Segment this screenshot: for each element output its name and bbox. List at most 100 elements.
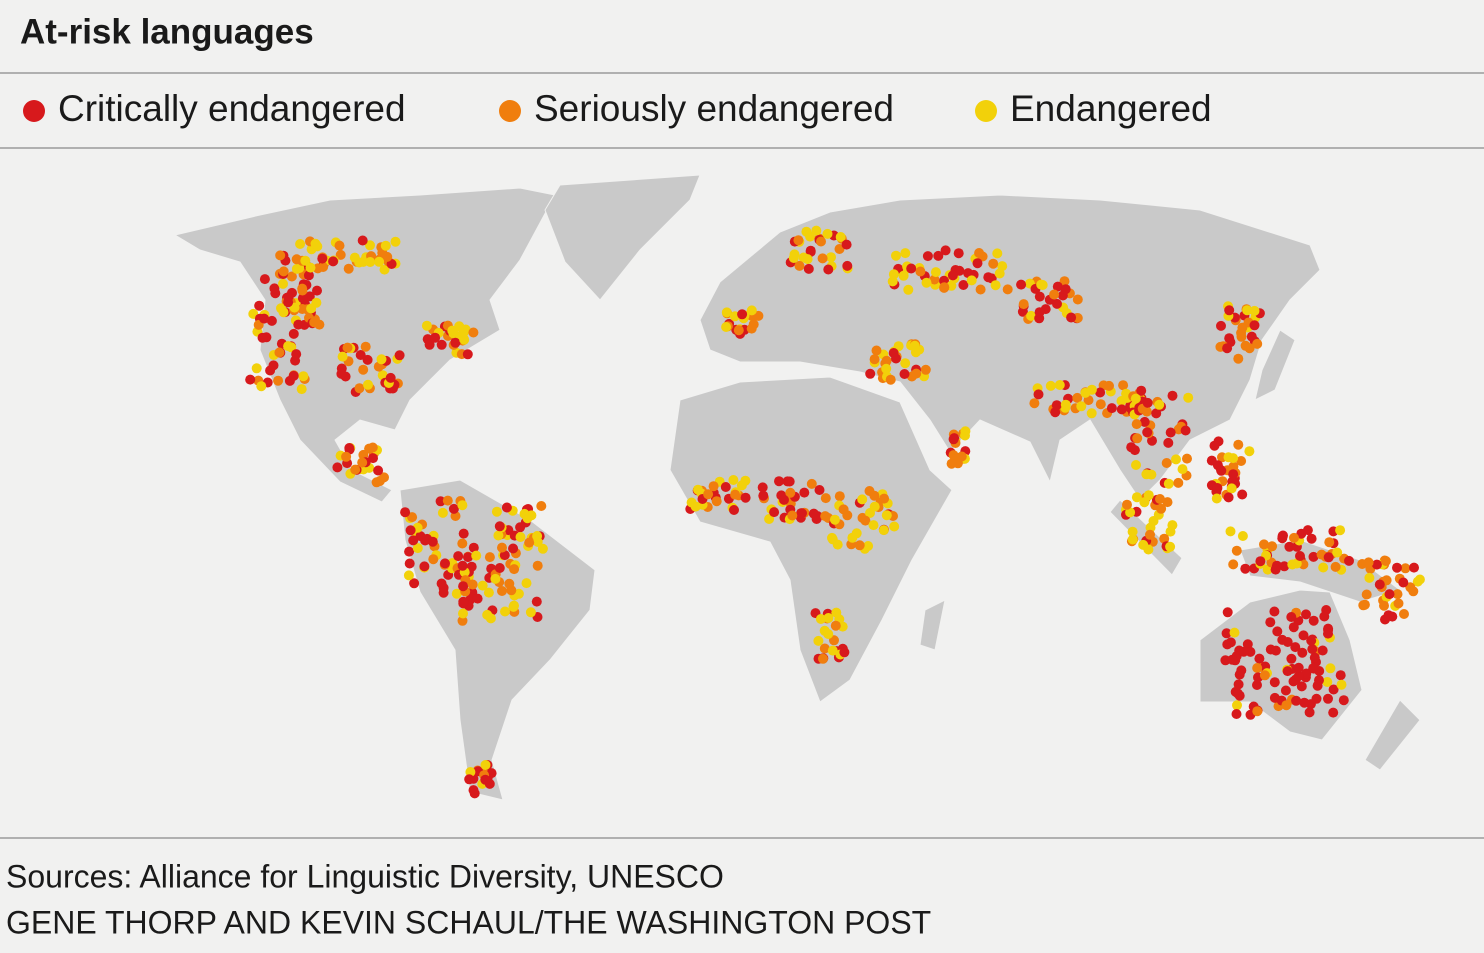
language-dot: [344, 443, 355, 453]
language-dot: [1237, 531, 1248, 541]
language-dot: [1222, 343, 1233, 354]
language-dot: [865, 368, 876, 379]
language-dot: [408, 535, 419, 546]
language-dot: [504, 578, 515, 589]
language-dot: [463, 552, 473, 563]
language-dot: [377, 370, 388, 381]
language-dot: [994, 268, 1005, 279]
language-dot: [494, 563, 505, 573]
language-dot: [708, 481, 719, 492]
language-dot: [358, 364, 369, 375]
language-dot: [1216, 320, 1226, 331]
language-dot: [1269, 606, 1280, 617]
language-dot: [854, 540, 865, 551]
language-dot: [1269, 692, 1280, 703]
language-dot: [354, 383, 365, 394]
language-dot: [1167, 520, 1178, 531]
language-dot: [983, 272, 994, 283]
language-dot: [1279, 561, 1290, 572]
language-dot: [891, 353, 901, 364]
language-dot: [269, 283, 280, 294]
language-dot: [1322, 677, 1333, 687]
language-dot: [1306, 635, 1317, 646]
language-dot: [899, 369, 910, 379]
language-dot: [276, 303, 286, 314]
language-dot: [823, 613, 834, 623]
language-dot: [915, 266, 926, 277]
language-dot: [1281, 700, 1292, 711]
language-dot: [1163, 478, 1174, 489]
language-dot: [274, 347, 285, 358]
language-dot: [1206, 455, 1217, 466]
language-dot: [1409, 562, 1419, 573]
language-dot: [448, 503, 459, 514]
language-dot: [278, 266, 289, 277]
language-dot: [1380, 614, 1390, 625]
language-dot: [948, 434, 959, 445]
language-dot: [842, 260, 853, 271]
language-dot: [921, 277, 932, 288]
language-dot: [1229, 627, 1240, 638]
language-dot: [1282, 666, 1293, 677]
language-dot: [283, 292, 294, 303]
language-dot: [827, 532, 837, 543]
language-dot: [1183, 392, 1194, 403]
language-dot: [1216, 465, 1227, 476]
language-dot: [1072, 392, 1083, 403]
language-dot: [797, 508, 807, 519]
language-dot: [1142, 427, 1153, 438]
language-dot: [1380, 556, 1391, 566]
language-dot: [1296, 681, 1307, 692]
language-dot: [1156, 503, 1167, 514]
language-dot: [1374, 579, 1385, 590]
language-dot: [1086, 408, 1097, 419]
language-dot: [869, 354, 880, 365]
language-dot: [268, 360, 279, 371]
language-dot: [297, 293, 308, 304]
language-dot: [818, 653, 828, 664]
legend-swatch: [23, 100, 45, 122]
language-dot: [1211, 493, 1222, 504]
language-dot: [1270, 564, 1281, 575]
language-dot: [409, 578, 420, 589]
language-dot: [1359, 599, 1370, 610]
language-dot: [1293, 671, 1304, 681]
language-dot: [826, 252, 836, 263]
language-dot: [483, 587, 494, 598]
language-dot: [430, 332, 441, 343]
language-dot: [1052, 281, 1063, 292]
language-dot: [509, 564, 520, 575]
language-dot: [933, 250, 944, 261]
language-dot: [1259, 539, 1269, 550]
language-dot: [293, 319, 304, 330]
language-dot: [1131, 419, 1142, 430]
language-dot: [306, 303, 317, 314]
language-dot: [815, 614, 826, 624]
language-dot: [841, 239, 852, 250]
language-dot: [286, 271, 297, 282]
language-dot: [1026, 310, 1037, 321]
language-dot: [939, 282, 950, 293]
language-dot: [1284, 541, 1295, 552]
language-dot: [1336, 679, 1347, 690]
language-dot: [835, 232, 846, 242]
language-dot: [1225, 526, 1236, 537]
language-dot: [1298, 630, 1309, 641]
language-dot: [811, 225, 822, 236]
language-dot: [400, 507, 411, 518]
language-dot: [1280, 685, 1291, 696]
language-dot: [1125, 507, 1136, 518]
language-dot: [365, 240, 375, 251]
language-dot: [909, 340, 920, 351]
language-dot: [1173, 477, 1184, 488]
language-dot: [312, 285, 322, 296]
language-dot: [536, 501, 547, 511]
language-dot: [869, 501, 880, 512]
language-dot: [1323, 693, 1333, 704]
legend-swatch: [975, 100, 997, 122]
language-dot: [827, 645, 838, 656]
language-dot: [1045, 380, 1056, 391]
language-dot: [257, 332, 268, 343]
language-dot: [1286, 612, 1297, 622]
